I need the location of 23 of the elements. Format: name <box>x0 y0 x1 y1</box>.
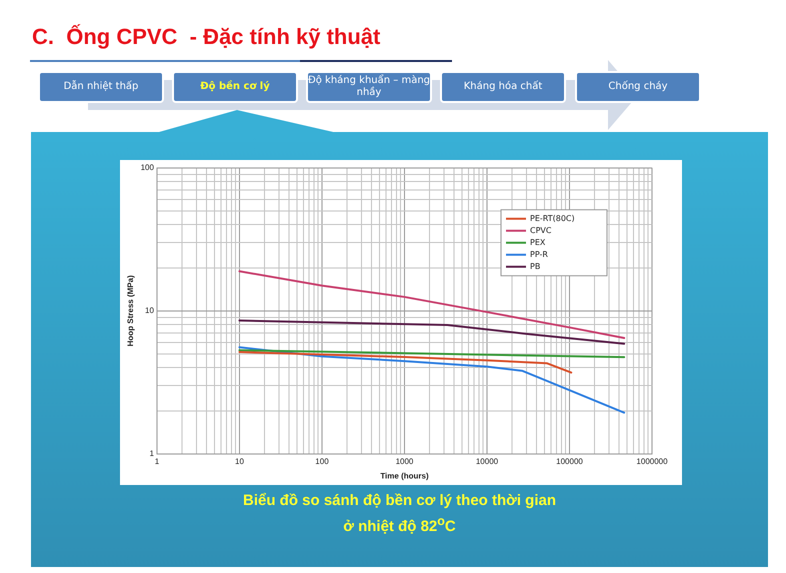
legend-label: PEX <box>530 238 546 247</box>
x-tick-label: 1000 <box>396 456 414 466</box>
x-tick-label: 1000000 <box>636 456 668 466</box>
x-axis-title: Time (hours) <box>380 471 429 480</box>
legend-label: CPVC <box>530 226 552 235</box>
chart-title: C. Ống CPVC - Đặc tính kỹ thuật <box>32 24 380 50</box>
text: Chống cháy <box>575 71 701 103</box>
text: Độ kháng khuẩn – màng nhầy <box>306 71 432 103</box>
legend-label: PE-RT(80C) <box>530 214 575 223</box>
y-tick-label: 100 <box>140 163 154 172</box>
text: Độ bền cơ lý <box>172 71 298 103</box>
text: Biểu đồ so sánh độ bền cơ lý theo thời gian ở nhiệt độ 82$^{o}$C <box>242 491 557 537</box>
x-tick-label: 100 <box>315 456 330 466</box>
x-tick-label: 10 <box>235 456 244 466</box>
y-tick-label: 10 <box>145 306 154 316</box>
y-axis-title: Hoop Stress (MPa) <box>126 274 136 346</box>
y-tick-label: 1 <box>149 449 154 458</box>
x-tick-label: 10000 <box>476 456 499 466</box>
legend-label: PB <box>530 262 540 271</box>
legend-label: PP-R <box>530 250 548 259</box>
text: Kháng hóa chất <box>440 71 566 103</box>
text: Dẫn nhiệt thấp <box>38 71 164 103</box>
x-tick-label: 100000 <box>556 456 584 466</box>
